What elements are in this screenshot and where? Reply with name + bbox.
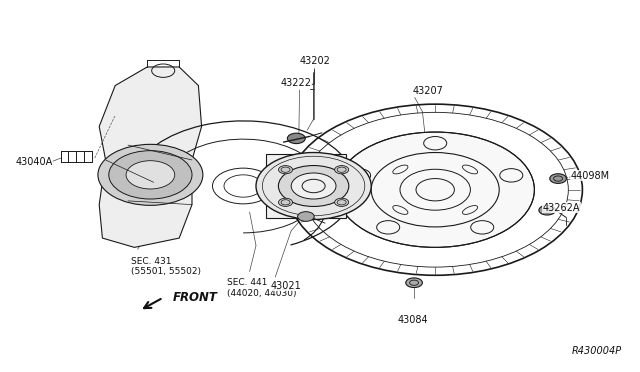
Circle shape xyxy=(335,198,349,206)
Text: FRONT: FRONT xyxy=(173,291,218,304)
Text: 43040A: 43040A xyxy=(15,157,52,167)
Polygon shape xyxy=(266,154,346,218)
Circle shape xyxy=(406,278,422,288)
Text: 43262A: 43262A xyxy=(543,203,580,212)
Text: 43222: 43222 xyxy=(280,78,311,88)
Circle shape xyxy=(278,166,349,206)
Polygon shape xyxy=(99,67,202,247)
Circle shape xyxy=(291,173,336,199)
Text: 43021: 43021 xyxy=(270,281,301,291)
Circle shape xyxy=(256,153,371,219)
Text: SEC. 431
(55501, 55502): SEC. 431 (55501, 55502) xyxy=(131,257,201,276)
Circle shape xyxy=(278,198,292,206)
Circle shape xyxy=(98,144,203,205)
Text: 43207: 43207 xyxy=(413,86,444,96)
Text: 44098M: 44098M xyxy=(571,171,610,180)
Circle shape xyxy=(287,133,305,144)
Text: 43084: 43084 xyxy=(397,315,428,326)
Circle shape xyxy=(109,151,192,199)
Circle shape xyxy=(335,166,349,174)
Text: 43202: 43202 xyxy=(300,56,330,66)
Text: R430004P: R430004P xyxy=(572,346,622,356)
Circle shape xyxy=(539,205,556,215)
Circle shape xyxy=(126,161,175,189)
Circle shape xyxy=(298,212,314,221)
Text: SEC. 441
(44020, 44030): SEC. 441 (44020, 44030) xyxy=(227,278,297,298)
Circle shape xyxy=(278,166,292,174)
Circle shape xyxy=(550,174,566,183)
Circle shape xyxy=(336,132,534,247)
